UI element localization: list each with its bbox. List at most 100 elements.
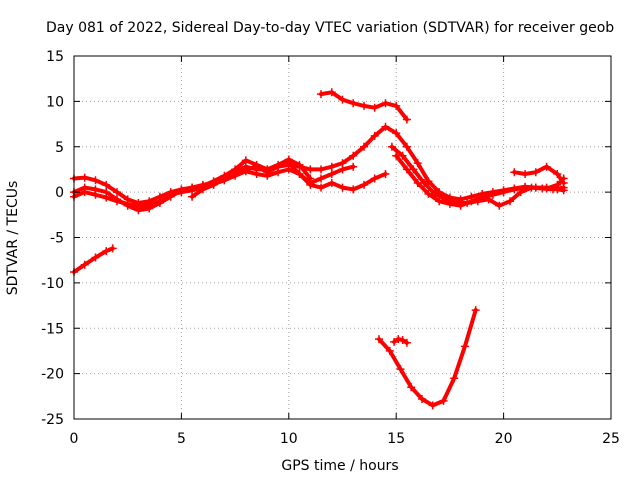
data-point	[413, 179, 422, 187]
data-point	[424, 189, 433, 198]
data-point	[102, 247, 111, 256]
data-point	[338, 159, 347, 168]
data-point	[102, 193, 111, 202]
data-point	[349, 151, 358, 160]
data-point	[349, 185, 358, 194]
data-point	[392, 129, 401, 138]
data-point	[381, 170, 390, 178]
data-point	[113, 197, 121, 206]
data-point	[396, 365, 405, 374]
grid	[74, 56, 611, 419]
data-point	[241, 162, 250, 171]
data-point	[542, 162, 551, 171]
data-point	[418, 395, 426, 403]
y-tick-label: -25	[41, 412, 64, 428]
data-point	[317, 174, 325, 183]
x-tick-label: 5	[177, 431, 186, 447]
data-point	[317, 90, 325, 99]
axis-ticks: 0 5 10 15 20 25 15 10 5 0 -5 -10 -15 -20 -25	[41, 49, 620, 447]
data-point	[274, 162, 283, 171]
data-point	[439, 396, 448, 405]
series-layer	[70, 88, 568, 410]
series-track-j	[377, 308, 478, 408]
data-point	[553, 170, 562, 178]
data-point	[413, 159, 422, 168]
y-tick-label: -10	[41, 276, 64, 292]
data-point	[370, 174, 379, 183]
data-point	[402, 115, 411, 124]
data-point	[252, 165, 261, 174]
data-point	[488, 190, 497, 199]
y-tick-label: 5	[55, 140, 64, 156]
data-point	[398, 336, 407, 344]
data-point	[450, 374, 459, 383]
data-point	[317, 165, 325, 174]
data-point	[402, 338, 411, 347]
data-point	[456, 201, 465, 210]
x-tick-label: 25	[602, 431, 620, 447]
data-point	[166, 190, 175, 199]
data-point	[317, 183, 325, 192]
data-point	[113, 188, 121, 197]
x-tick-label: 10	[280, 431, 298, 447]
data-point	[495, 201, 504, 210]
data-point	[387, 142, 396, 151]
data-point	[91, 176, 100, 185]
data-point	[108, 244, 117, 253]
data-point	[435, 197, 444, 206]
data-point	[327, 88, 336, 97]
data-point	[478, 193, 487, 202]
data-point	[360, 101, 368, 110]
data-point	[327, 170, 336, 178]
data-point	[553, 180, 562, 189]
data-point	[91, 190, 100, 199]
data-point	[510, 185, 519, 194]
series-track-g	[512, 164, 566, 185]
data-point	[80, 260, 89, 269]
data-point	[360, 180, 368, 189]
data-point	[327, 162, 336, 171]
data-point	[521, 183, 530, 192]
data-point	[102, 180, 111, 189]
data-point	[327, 179, 336, 187]
data-point	[134, 202, 143, 211]
data-point	[499, 188, 508, 197]
x-tick-label: 15	[387, 431, 405, 447]
data-point	[209, 180, 218, 189]
x-axis-label: GPS time / hours	[281, 458, 398, 474]
data-point	[394, 335, 403, 344]
data-point	[510, 168, 519, 177]
data-point	[349, 99, 358, 108]
data-point	[402, 165, 411, 174]
data-point	[392, 101, 401, 110]
data-point	[460, 342, 469, 351]
data-point	[531, 183, 540, 192]
y-tick-label: 10	[46, 94, 64, 110]
data-point	[155, 197, 164, 206]
data-point	[531, 168, 540, 177]
y-tick-label: 15	[46, 49, 64, 65]
data-point	[385, 346, 394, 355]
data-point	[123, 199, 132, 208]
data-point	[407, 383, 416, 392]
chart-title: Day 081 of 2022, Sidereal Day-to-day VTE…	[46, 20, 614, 36]
x-tick-label: 20	[495, 431, 513, 447]
data-point	[91, 253, 100, 262]
y-tick-label: -5	[50, 231, 64, 247]
y-tick-label: -15	[41, 321, 64, 337]
data-point	[381, 122, 390, 131]
data-point	[521, 170, 530, 178]
data-point	[360, 142, 368, 151]
data-point	[349, 162, 358, 171]
data-point	[402, 142, 411, 151]
data-point	[445, 199, 454, 208]
data-point	[177, 188, 186, 197]
data-point	[338, 183, 347, 192]
data-point	[424, 177, 433, 186]
data-point	[471, 306, 480, 315]
data-point	[506, 197, 514, 206]
data-point	[370, 131, 379, 140]
data-point	[306, 165, 315, 174]
data-point	[295, 170, 304, 178]
